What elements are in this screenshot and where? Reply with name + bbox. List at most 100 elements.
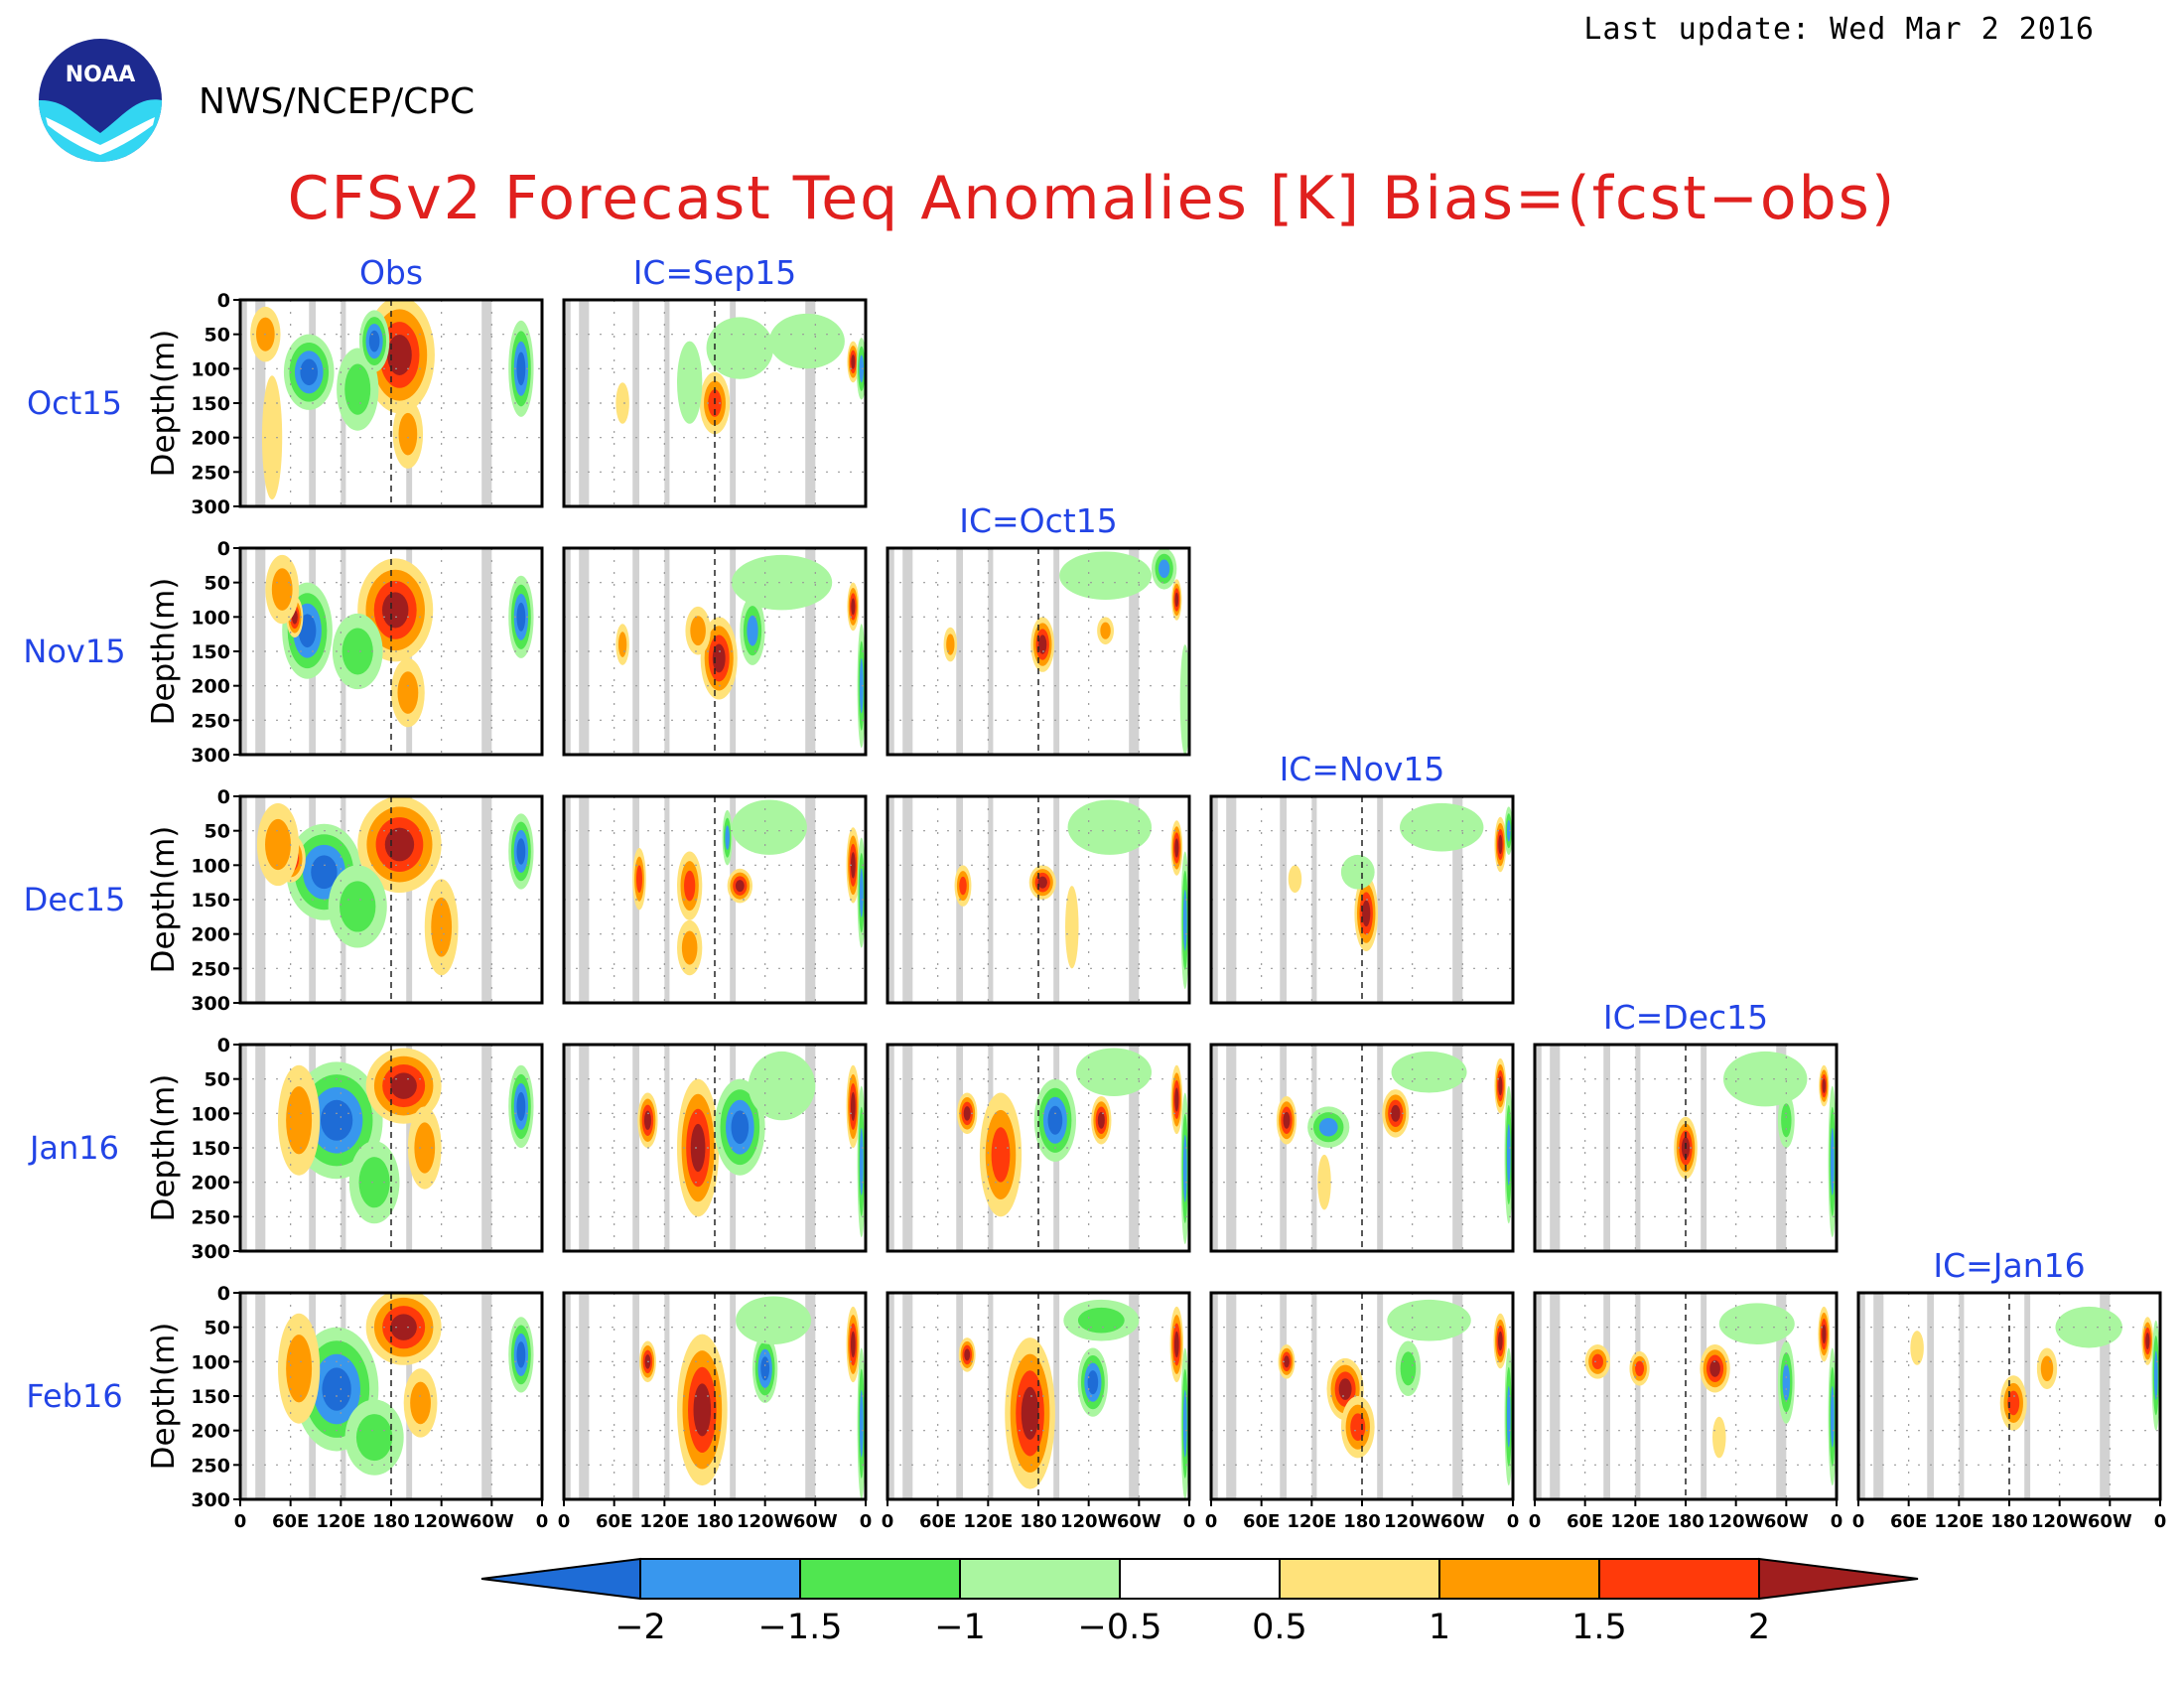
x-tick-label: 0	[860, 1511, 873, 1532]
land-strip	[1211, 796, 1218, 1003]
x-tick-label: 0	[1507, 1511, 1520, 1532]
colorbar-label: −1.5	[758, 1608, 843, 1647]
anomaly-contour	[1400, 1351, 1417, 1386]
land-strip	[805, 548, 816, 755]
panel-frame	[886, 546, 1191, 757]
anomaly-contour	[398, 412, 418, 456]
y-tick-label: 200	[191, 1173, 230, 1195]
panel-4-1	[564, 1293, 866, 1499]
x-tick-label: 120E	[1287, 1511, 1336, 1532]
y-axis-label: Depth(m)	[146, 1074, 182, 1222]
land-strip	[564, 796, 571, 1003]
y-tick-label: 0	[217, 786, 230, 808]
row-label: Feb16	[26, 1377, 122, 1415]
x-tick-label: 180	[696, 1511, 734, 1532]
land-strip	[664, 1293, 670, 1499]
panel-frame	[886, 794, 1191, 1005]
land-strip	[805, 300, 816, 506]
anomaly-contour	[1591, 1353, 1603, 1370]
anomaly-contour	[1709, 1359, 1720, 1377]
anomaly-contour	[2040, 1355, 2054, 1382]
anomaly-contour	[265, 818, 291, 871]
anomaly-contour	[1182, 1134, 1187, 1202]
colorbar-arrow-low	[480, 1557, 641, 1601]
x-tick-label: 0	[558, 1511, 571, 1532]
anomaly-contour	[850, 1091, 856, 1121]
x-tick-label: 0	[882, 1511, 894, 1532]
panel-1-0	[240, 548, 542, 755]
x-tick-label: 120W	[1060, 1511, 1118, 1532]
x-tick-label: 120E	[316, 1511, 365, 1532]
land-strip	[255, 548, 266, 755]
land-strip	[579, 1045, 590, 1251]
y-tick-label: 300	[191, 496, 230, 518]
logo-text: NOAA	[66, 63, 136, 87]
anomaly-contour	[397, 671, 419, 714]
x-tick-label: 0	[2154, 1511, 2167, 1532]
anomaly-contour	[1065, 886, 1079, 969]
anomaly-contour	[1059, 551, 1152, 600]
land-strip	[481, 1045, 492, 1251]
land-strip	[1226, 796, 1237, 1003]
anomaly-contour	[725, 825, 730, 850]
anomaly-contour	[1391, 1051, 1467, 1093]
anomaly-contour	[1723, 1051, 1808, 1107]
land-strip	[1535, 1293, 1542, 1499]
panel-0-0	[240, 300, 542, 506]
land-strip	[1226, 1045, 1237, 1251]
land-strip	[240, 1045, 247, 1251]
land-strip	[579, 1293, 590, 1499]
x-tick-label: 120W	[1384, 1511, 1441, 1532]
anomaly-contour	[946, 633, 955, 655]
anomaly-contour	[300, 358, 319, 386]
land-strip	[1959, 1293, 1965, 1499]
anomaly-contour	[690, 1123, 706, 1173]
colorbar-box	[799, 1558, 961, 1600]
y-axis-label: Depth(m)	[146, 1323, 182, 1471]
y-tick-label: 0	[217, 538, 230, 560]
land-strip	[1129, 1293, 1140, 1499]
land-strip	[1311, 1045, 1317, 1251]
anomaly-contour	[760, 1356, 770, 1381]
panel-3-1	[564, 1045, 866, 1251]
anomaly-contour	[1910, 1331, 1924, 1365]
land-strip	[1226, 1293, 1237, 1499]
anomaly-contour	[1318, 1117, 1338, 1137]
anomaly-contour	[516, 1341, 526, 1368]
land-strip	[902, 796, 913, 1003]
column-header: IC=Nov15	[1280, 750, 1445, 788]
x-tick-label: 120E	[1934, 1511, 1983, 1532]
land-strip	[805, 1293, 816, 1499]
y-tick-label: 150	[191, 1386, 230, 1408]
y-tick-label: 300	[191, 993, 230, 1015]
land-strip	[1053, 548, 1060, 755]
anomaly-contour	[1037, 876, 1047, 889]
y-tick-label: 250	[191, 1206, 230, 1228]
anomaly-contour	[431, 897, 453, 957]
colorbar-box	[1598, 1558, 1760, 1600]
x-tick-label: 180	[1990, 1511, 2028, 1532]
land-strip	[1311, 1293, 1317, 1499]
y-tick-label: 200	[191, 428, 230, 450]
y-tick-label: 200	[191, 924, 230, 946]
anomaly-contour	[1021, 1386, 1039, 1440]
anomaly-contour	[1288, 865, 1302, 894]
colorbar-box	[1119, 1558, 1281, 1600]
anomaly-contour	[286, 1086, 313, 1155]
anomaly-contour	[1506, 819, 1511, 842]
anomaly-contour	[298, 614, 317, 648]
column-header: IC=Oct15	[959, 501, 1117, 540]
land-strip	[1550, 1045, 1561, 1251]
land-strip	[664, 796, 670, 1003]
land-strip	[664, 300, 670, 506]
anomaly-contour	[368, 330, 380, 352]
anomaly-contour	[859, 1127, 864, 1196]
anomaly-contour	[1097, 1111, 1105, 1129]
land-strip	[240, 796, 247, 1003]
column-header: IC=Dec15	[1603, 998, 1768, 1037]
land-strip	[1635, 1045, 1641, 1251]
x-tick-label: 0	[1205, 1511, 1218, 1532]
anomaly-contour	[747, 615, 758, 646]
y-tick-label: 100	[191, 1351, 230, 1373]
anomaly-contour	[384, 827, 415, 862]
